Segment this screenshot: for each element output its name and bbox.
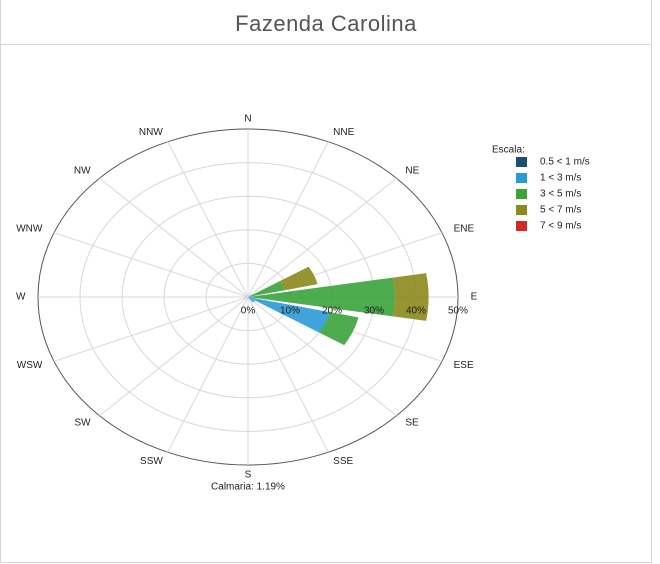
- spoke: [53, 232, 249, 298]
- calm-note: Calmaria: 1.19%: [211, 482, 285, 493]
- spoke: [167, 141, 249, 298]
- legend-label: 7 < 9 m/s: [540, 221, 581, 232]
- wedge: [252, 277, 395, 317]
- legend-label: 1 < 3 m/s: [540, 173, 581, 184]
- wedge: [280, 266, 318, 291]
- chart: N NNE NE ENE E ESE SE SSE S SSW SW WSW W WNW NW NNW 0% 10…: [16, 114, 590, 493]
- legend-label: 3 < 5 m/s: [540, 189, 581, 200]
- direction-label: E: [471, 292, 478, 303]
- direction-label: NNE: [333, 127, 354, 138]
- r-tick-label: 0%: [241, 306, 256, 317]
- legend-title: Escala:: [492, 145, 525, 156]
- legend-swatch: [516, 173, 527, 183]
- legend-swatch: [516, 205, 527, 215]
- direction-label: SE: [405, 418, 419, 429]
- spoke: [247, 296, 329, 453]
- spoke: [167, 296, 249, 453]
- legend-swatch: [516, 157, 527, 167]
- direction-label: WNW: [16, 223, 43, 234]
- wedge: [392, 273, 429, 321]
- wedge: [248, 295, 253, 297]
- spoke: [247, 296, 397, 417]
- spoke: [99, 296, 249, 417]
- legend-label: 0.5 < 1 m/s: [540, 157, 590, 168]
- spoke: [247, 177, 397, 298]
- direction-label: ENE: [454, 223, 475, 234]
- direction-label: W: [16, 292, 26, 303]
- legend-label: 5 < 7 m/s: [540, 205, 581, 216]
- direction-label: WSW: [17, 360, 43, 371]
- r-tick-label: 10%: [280, 306, 300, 317]
- wedge: [248, 297, 330, 333]
- direction-label: N: [244, 114, 251, 125]
- r-tick-label: 40%: [406, 306, 426, 317]
- spoke: [247, 141, 329, 298]
- direction-label: ESE: [454, 360, 474, 371]
- r-tick-label: 30%: [364, 306, 384, 317]
- direction-label: SSW: [140, 456, 163, 467]
- spoke: [99, 177, 249, 298]
- panel-title: Fazenda Carolina: [1, 0, 651, 45]
- wedge: [251, 280, 285, 297]
- direction-label: SSE: [333, 456, 353, 467]
- direction-label: NE: [405, 166, 419, 177]
- legend-swatch: [516, 189, 527, 199]
- wedge: [248, 296, 253, 298]
- direction-label: SW: [74, 418, 91, 429]
- direction-label: NNW: [139, 127, 163, 138]
- r-tick-label: 20%: [322, 306, 342, 317]
- wedge: [248, 297, 255, 303]
- r-tick-label: 50%: [448, 306, 468, 317]
- direction-label: S: [245, 470, 252, 481]
- legend-swatch: [516, 221, 527, 231]
- wedge: [319, 312, 359, 346]
- direction-label: NW: [74, 166, 91, 177]
- spoke: [53, 296, 249, 362]
